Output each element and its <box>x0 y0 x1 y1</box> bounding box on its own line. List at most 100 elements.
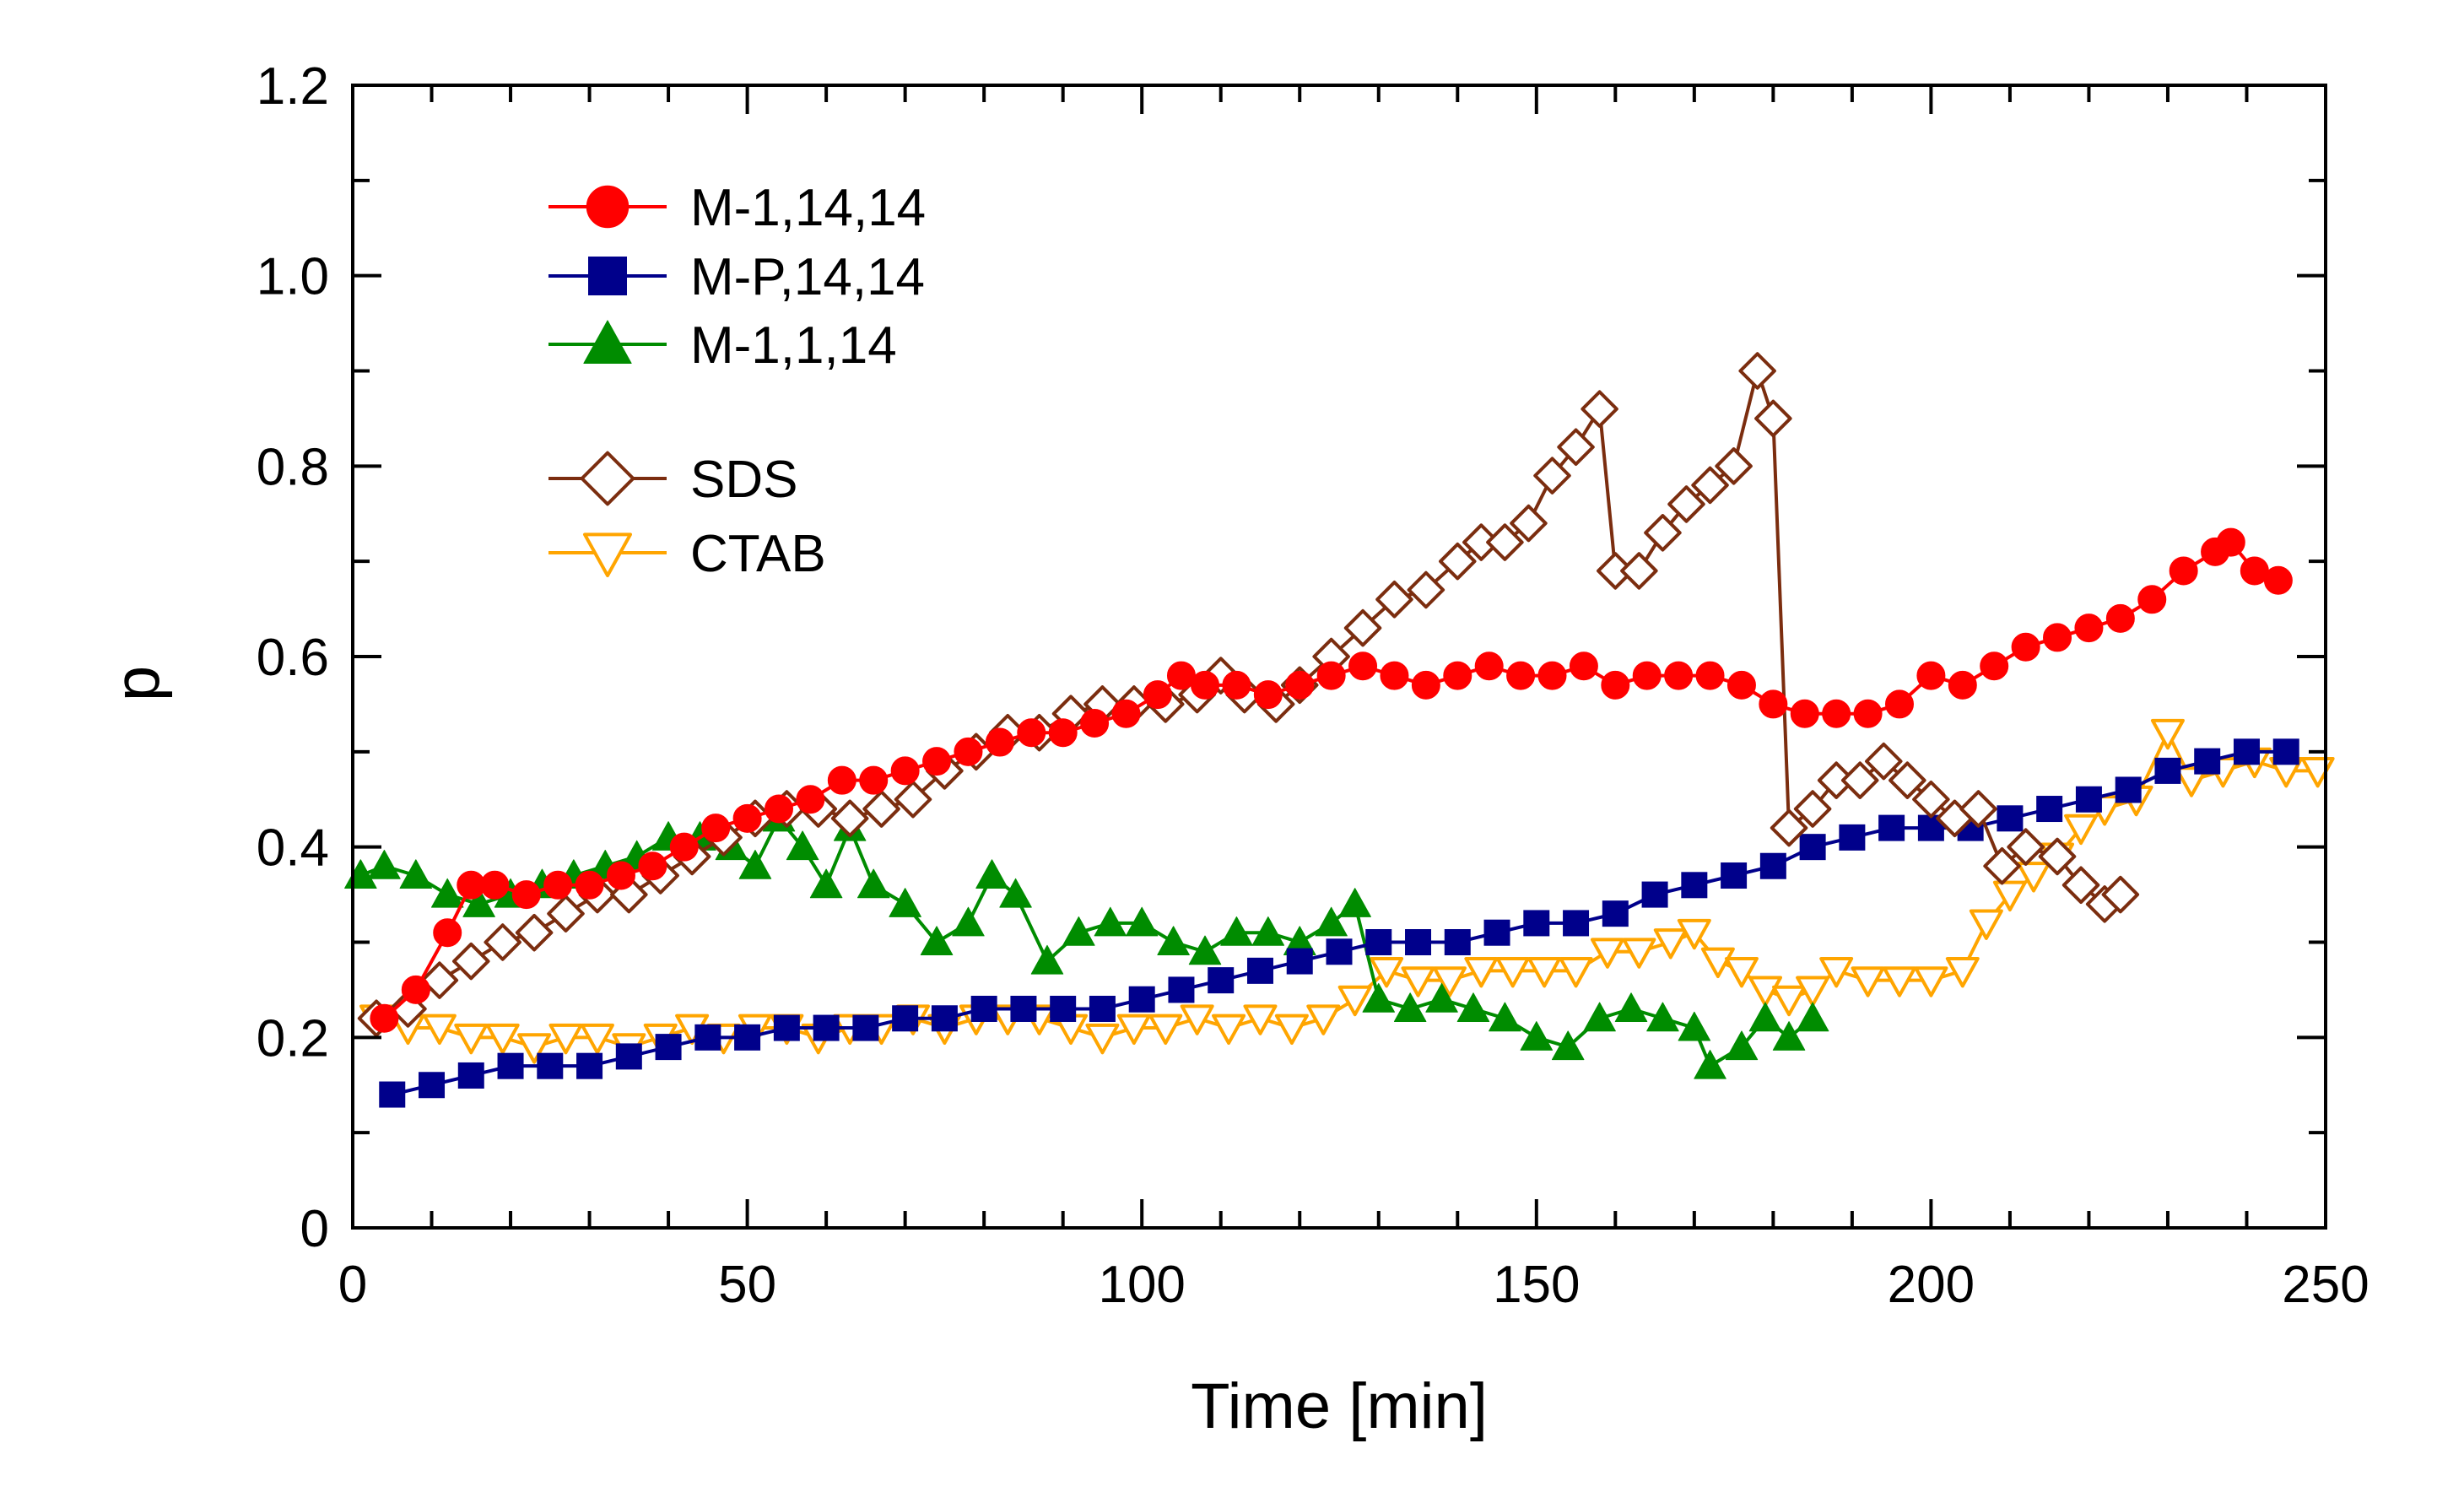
data-point-m-1-1-14 <box>1772 1021 1806 1051</box>
data-point-ctab <box>2064 814 2099 846</box>
data-point-m-p-14-14 <box>2233 738 2260 765</box>
legend-label-m-1-1-14: M-1,1,14 <box>690 316 897 375</box>
data-point-sds <box>547 895 585 932</box>
data-point-m-p-14-14 <box>773 1014 800 1041</box>
data-point-ctab <box>517 1033 552 1064</box>
data-point-ctab <box>1559 956 1593 988</box>
data-point-m-p-14-14 <box>2154 757 2181 784</box>
data-point-ctab <box>1495 956 1530 988</box>
data-point-m-1-14-14 <box>2169 556 2198 586</box>
data-point-ctab <box>1116 1014 1151 1046</box>
data-point-m-1-14-14 <box>1695 661 1725 690</box>
data-point-ctab <box>1914 966 1948 997</box>
data-point-m-1-14-14 <box>1380 661 1409 690</box>
data-point-m-p-14-14 <box>1010 995 1037 1022</box>
data-point-sds <box>830 799 869 838</box>
data-point-m-1-14-14 <box>2105 603 2135 633</box>
data-point-sds <box>1983 846 2021 885</box>
data-point-m-1-14-14 <box>1474 651 1504 681</box>
data-point-m-1-14-14 <box>827 765 856 795</box>
data-point-m-1-1-14 <box>920 926 954 955</box>
data-point-m-1-14-14 <box>1759 689 1788 719</box>
data-point-m-1-1-14 <box>1030 944 1064 975</box>
data-point-ctab <box>1306 1004 1341 1035</box>
legend-label-m-1-14-14: M-1,14,14 <box>690 179 926 237</box>
data-point-m-1-1-14 <box>1456 992 1490 1022</box>
data-point-sds <box>2038 837 2077 876</box>
data-point-m-1-1-14 <box>889 888 921 917</box>
data-point-m-1-14-14 <box>606 861 635 890</box>
data-point-m-1-1-14 <box>1393 992 1427 1022</box>
data-point-ctab <box>1180 1004 1214 1035</box>
data-point-m-p-14-14 <box>1050 995 1077 1022</box>
x-tick-label: 0 <box>338 1256 367 1314</box>
data-point-ctab <box>1274 1014 1309 1046</box>
data-point-m-1-1-14 <box>738 849 772 879</box>
data-point-m-1-14-14 <box>401 975 430 1004</box>
data-point-m-1-14-14 <box>480 870 510 900</box>
data-point-m-p-14-14 <box>419 1072 446 1099</box>
data-point-m-p-14-14 <box>1444 929 1471 955</box>
data-point-m-1-1-14 <box>1583 1002 1616 1032</box>
data-point-ctab <box>1945 956 1980 988</box>
data-point-m-1-1-14 <box>1315 906 1348 937</box>
data-point-m-1-1-14 <box>1748 1002 1782 1032</box>
data-point-sds <box>2101 875 2140 914</box>
data-point-m-1-1-14 <box>1796 1002 1829 1032</box>
data-point-m-1-14-14 <box>1664 661 1694 690</box>
data-point-sds <box>1644 514 1682 552</box>
data-point-m-p-14-14 <box>615 1043 642 1070</box>
data-point-ctab <box>1882 966 1916 997</box>
data-point-m-1-1-14 <box>1362 982 1396 1013</box>
data-point-sds <box>2007 828 2045 866</box>
legend-marker-ctab <box>583 532 632 577</box>
data-point-m-p-14-14 <box>931 1005 958 1032</box>
data-point-m-p-14-14 <box>1563 910 1590 937</box>
data-point-m-p-14-14 <box>852 1014 879 1041</box>
data-point-m-p-14-14 <box>1839 824 1866 851</box>
data-point-m-1-14-14 <box>2216 527 2245 557</box>
x-tick-label: 100 <box>1098 1256 1185 1314</box>
data-point-m-p-14-14 <box>813 1014 840 1041</box>
data-point-m-p-14-14 <box>1799 834 1826 861</box>
data-point-m-1-1-14 <box>1614 992 1648 1022</box>
data-point-m-p-14-14 <box>2115 776 2142 803</box>
data-point-m-1-14-14 <box>1790 699 1819 728</box>
data-point-m-p-14-14 <box>1523 910 1550 937</box>
ticks-layer <box>351 84 2327 1230</box>
data-point-ctab <box>1432 966 1467 997</box>
data-point-m-p-14-14 <box>734 1024 761 1051</box>
x-tick-label: 200 <box>1888 1256 1975 1314</box>
data-point-m-p-14-14 <box>457 1062 484 1089</box>
data-point-sds <box>1840 761 1879 799</box>
data-point-m-1-1-14 <box>1062 916 1095 946</box>
data-point-m-1-1-14 <box>856 868 890 899</box>
data-point-m-p-14-14 <box>1365 929 1392 955</box>
data-point-sds <box>862 790 900 828</box>
data-point-sds <box>1667 485 1705 523</box>
data-point-m-1-14-14 <box>1569 651 1598 681</box>
data-point-m-1-14-14 <box>859 765 889 795</box>
data-point-m-1-1-14 <box>1489 1002 1521 1032</box>
data-point-m-1-1-14 <box>368 849 401 879</box>
data-point-sds <box>484 923 521 961</box>
data-point-m-1-14-14 <box>1443 661 1472 690</box>
data-point-m-1-14-14 <box>1916 661 1946 690</box>
data-point-m-1-14-14 <box>1285 670 1315 700</box>
data-point-m-1-14-14 <box>2263 565 2293 595</box>
y-axis-title: p <box>101 666 173 701</box>
data-point-m-1-14-14 <box>2074 614 2104 643</box>
data-point-m-p-14-14 <box>1759 852 1786 879</box>
data-point-m-p-14-14 <box>2075 786 2102 813</box>
data-point-sds <box>452 942 490 981</box>
data-point-sds <box>1738 352 1776 390</box>
series-m-p-14-14 <box>379 738 2299 1108</box>
data-point-m-1-14-14 <box>1822 699 1851 728</box>
legend-item-m-p-14-14: M-P,14,14 <box>548 248 925 306</box>
legend-marker-m-1-1-14 <box>583 320 632 364</box>
data-point-sds <box>1533 457 1571 495</box>
data-point-m-1-14-14 <box>1348 651 1378 681</box>
data-point-m-p-14-14 <box>576 1052 603 1079</box>
y-tick-label: 1.0 <box>257 248 329 306</box>
data-point-m-p-14-14 <box>497 1052 524 1079</box>
